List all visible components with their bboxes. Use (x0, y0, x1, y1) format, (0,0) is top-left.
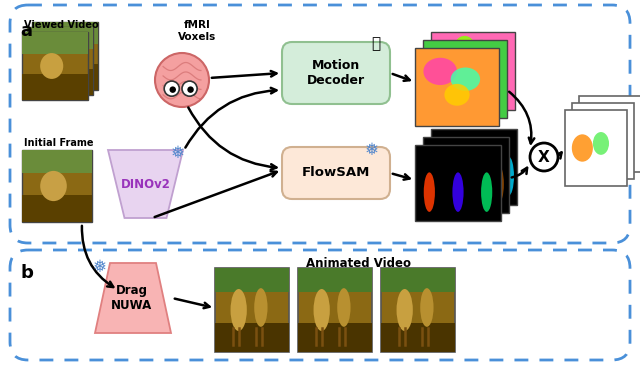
Bar (415, 48, 499, 126)
Ellipse shape (440, 51, 473, 75)
Bar (22, 74, 88, 100)
Text: Viewed Video: Viewed Video (24, 20, 99, 30)
Ellipse shape (434, 156, 445, 196)
Ellipse shape (481, 172, 492, 212)
Text: ❅: ❅ (93, 258, 107, 276)
Bar (215, 268, 289, 292)
Bar (381, 268, 455, 352)
Ellipse shape (604, 117, 623, 143)
Ellipse shape (254, 288, 268, 327)
Ellipse shape (486, 156, 497, 196)
Text: Motion
Decoder: Motion Decoder (307, 59, 365, 87)
Ellipse shape (337, 288, 351, 327)
Ellipse shape (451, 68, 480, 91)
Ellipse shape (593, 132, 609, 155)
Ellipse shape (428, 164, 439, 204)
Bar (572, 103, 634, 179)
Ellipse shape (461, 75, 486, 99)
Ellipse shape (481, 67, 498, 91)
Text: ❅: ❅ (365, 141, 379, 159)
Bar (423, 40, 507, 118)
Bar (27, 69, 93, 95)
Ellipse shape (572, 134, 593, 162)
Ellipse shape (423, 67, 456, 91)
Ellipse shape (424, 172, 435, 212)
Bar (298, 323, 372, 352)
Ellipse shape (471, 164, 483, 204)
Bar (22, 150, 92, 222)
Bar (32, 64, 98, 90)
Bar (22, 150, 92, 173)
Ellipse shape (424, 58, 457, 85)
Bar (381, 323, 455, 352)
Ellipse shape (397, 289, 413, 331)
FancyBboxPatch shape (282, 147, 390, 199)
Bar (22, 195, 92, 222)
Circle shape (155, 53, 209, 107)
Bar (215, 323, 289, 352)
Bar (565, 110, 627, 186)
Bar (215, 268, 289, 352)
Ellipse shape (468, 156, 479, 196)
Bar (381, 268, 455, 292)
Ellipse shape (230, 289, 247, 331)
Ellipse shape (471, 50, 492, 77)
Circle shape (530, 143, 558, 171)
Ellipse shape (583, 119, 606, 149)
Circle shape (170, 87, 176, 93)
Ellipse shape (452, 172, 463, 212)
Ellipse shape (444, 84, 470, 106)
Ellipse shape (420, 288, 433, 327)
Text: ❅: ❅ (171, 144, 185, 162)
Ellipse shape (579, 125, 602, 154)
Ellipse shape (50, 43, 73, 69)
Text: a: a (20, 22, 32, 40)
Bar (27, 27, 93, 95)
Circle shape (188, 87, 194, 93)
Text: Drag
NUWA: Drag NUWA (111, 284, 152, 312)
Ellipse shape (427, 69, 468, 89)
Ellipse shape (493, 164, 504, 204)
Text: DINOv2: DINOv2 (121, 178, 171, 192)
Ellipse shape (314, 289, 330, 331)
Bar (298, 268, 372, 292)
Bar (32, 22, 98, 44)
Ellipse shape (614, 126, 630, 149)
Ellipse shape (450, 164, 461, 204)
Circle shape (182, 81, 197, 96)
Bar (431, 129, 517, 205)
Ellipse shape (593, 131, 614, 152)
Text: X: X (538, 150, 550, 165)
Bar (298, 268, 372, 352)
Ellipse shape (45, 48, 68, 74)
Polygon shape (95, 263, 171, 333)
Text: b: b (20, 264, 33, 282)
Text: Initial Frame: Initial Frame (24, 138, 93, 148)
Ellipse shape (460, 61, 486, 81)
Bar (22, 32, 88, 100)
Text: FlowSAM: FlowSAM (302, 166, 370, 180)
Bar (423, 137, 509, 213)
Ellipse shape (468, 40, 494, 71)
Bar (32, 22, 98, 90)
Ellipse shape (40, 53, 63, 79)
Polygon shape (108, 150, 183, 218)
Ellipse shape (454, 36, 475, 59)
FancyBboxPatch shape (282, 42, 390, 104)
Bar (431, 32, 515, 110)
Ellipse shape (451, 156, 462, 196)
Text: Animated Video: Animated Video (305, 257, 410, 270)
Ellipse shape (503, 156, 514, 196)
Text: fMRI
Voxels: fMRI Voxels (178, 20, 216, 42)
Bar (22, 32, 88, 54)
Ellipse shape (605, 134, 619, 155)
Circle shape (164, 81, 179, 96)
Bar (415, 145, 501, 221)
Ellipse shape (600, 123, 618, 147)
Text: 🔥: 🔥 (371, 36, 381, 51)
Bar (579, 96, 640, 172)
Ellipse shape (40, 171, 67, 201)
Ellipse shape (436, 50, 477, 77)
Bar (27, 27, 93, 49)
